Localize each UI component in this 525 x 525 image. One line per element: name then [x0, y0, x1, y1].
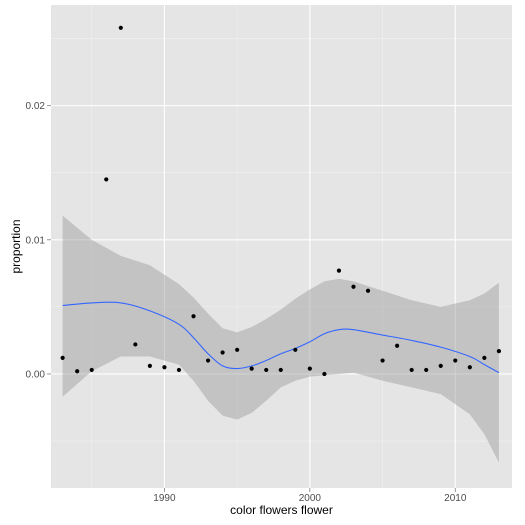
data-point — [264, 367, 269, 373]
data-point — [482, 355, 487, 360]
data-point — [118, 25, 123, 30]
data-point — [336, 268, 342, 273]
y-axis-title: proportion — [9, 219, 23, 273]
data-point — [293, 347, 298, 352]
data-point — [89, 367, 94, 373]
data-point — [75, 369, 80, 374]
y-tick-label: 0.00 — [26, 369, 46, 380]
data-point — [380, 358, 385, 363]
data-point — [191, 314, 196, 319]
data-point — [409, 367, 414, 373]
data-point — [496, 349, 502, 354]
data-point — [438, 363, 443, 369]
x-axis-ticks: 1990 2000 2010 — [153, 488, 467, 504]
data-points — [60, 25, 502, 377]
data-point — [453, 358, 458, 363]
data-point — [235, 347, 240, 352]
plot-panel — [51, 5, 512, 488]
data-point — [147, 363, 152, 369]
y-tick-label: 0.02 — [26, 101, 46, 112]
data-point — [351, 284, 356, 289]
x-axis-title: color flowers flower — [230, 503, 333, 517]
y-tick-label: 0.01 — [26, 235, 46, 246]
data-point — [176, 367, 182, 373]
data-point — [365, 288, 371, 293]
data-point — [424, 367, 429, 373]
major-gridlines — [51, 5, 512, 488]
smooth-trend-line — [62, 301, 500, 374]
data-point — [307, 366, 312, 371]
minor-gridlines — [51, 5, 512, 488]
x-tick-label: 2000 — [299, 493, 322, 504]
x-tick-label: 1990 — [153, 493, 176, 504]
data-point — [278, 367, 283, 373]
x-tick-label: 2010 — [444, 493, 467, 504]
data-point — [220, 350, 225, 355]
data-point — [104, 177, 109, 182]
data-point — [205, 358, 211, 363]
data-point — [133, 342, 138, 347]
data-point — [60, 355, 65, 360]
confidence-ribbon — [62, 215, 499, 463]
y-axis-ticks: 0.00 0.01 0.02 — [26, 101, 51, 380]
data-point — [467, 365, 472, 370]
data-point — [322, 371, 327, 377]
data-point — [395, 343, 400, 348]
data-point — [249, 366, 254, 371]
data-point — [162, 365, 167, 370]
